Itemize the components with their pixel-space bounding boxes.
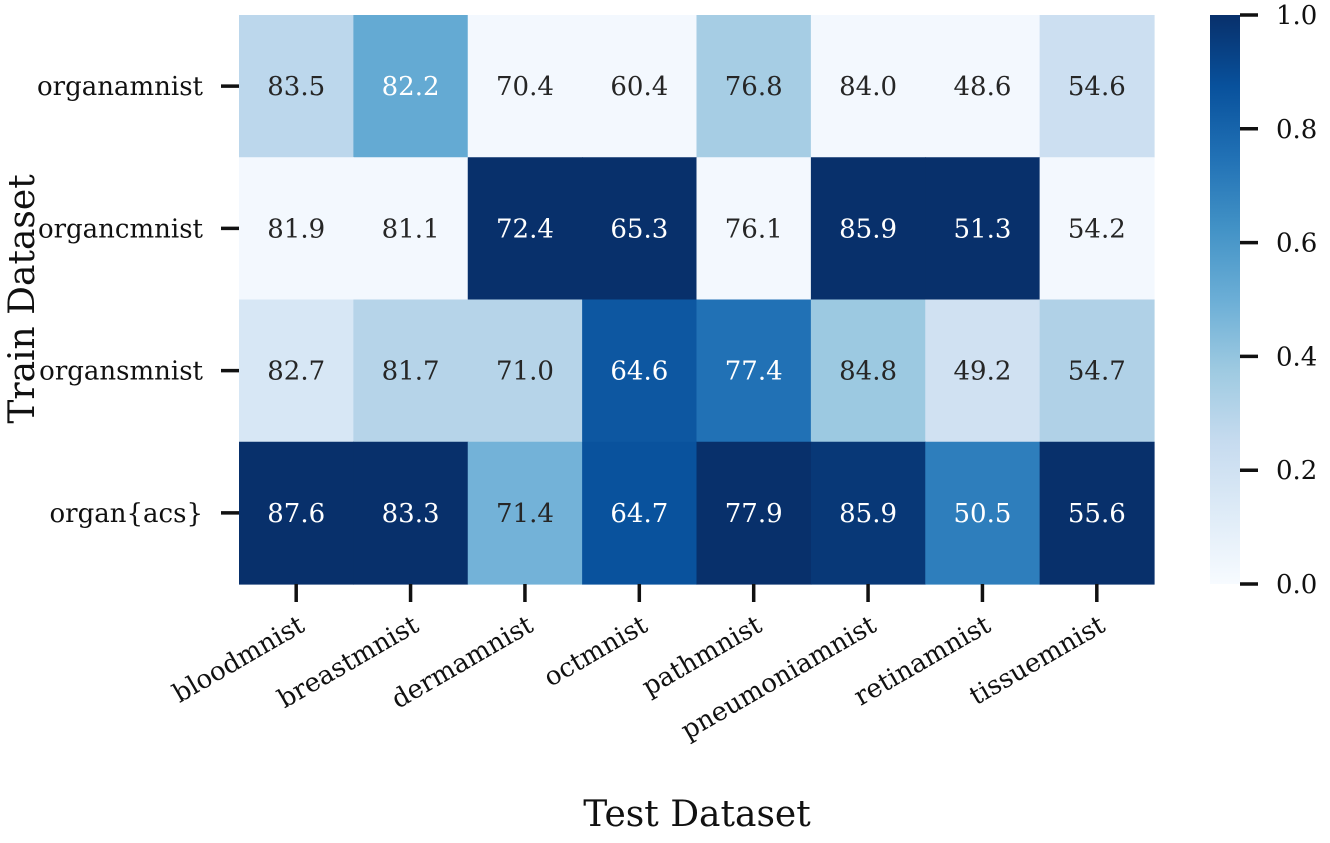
cell-value-label: 76.8 [725,72,783,102]
heatmap-cell [353,441,469,585]
heatmap-cell [239,441,354,585]
colorbar-tick-label: 1.0 [1276,1,1317,31]
y-axis-title: Train Dataset [2,174,43,424]
heatmap-cell [925,299,1041,443]
heatmap-cell [1039,299,1155,443]
colorbar-tick-label: 0.2 [1276,456,1317,486]
cell-value-label: 64.7 [610,499,668,529]
cell-value-label: 84.8 [839,357,897,387]
cell-value-label: 87.6 [267,499,325,529]
cell-value-label: 51.3 [953,214,1011,244]
cell-value-label: 76.1 [725,214,783,244]
heatmap-cell [467,157,583,301]
cell-value-label: 71.0 [496,357,554,387]
heatmap-cell [582,157,698,301]
cell-value-label: 49.2 [953,357,1011,387]
heatmap-cell [467,15,583,158]
colorbar-gradient [1210,15,1240,584]
cell-value-label: 83.3 [382,499,440,529]
heatmap-cell [810,15,926,158]
cell-value-label: 81.9 [267,214,325,244]
cell-value-label: 54.2 [1068,214,1126,244]
cell-value-label: 60.4 [610,72,668,102]
y-axis: organamnist organcmnist organsmnist organ{a… [37,72,239,529]
cell-value-label: 83.5 [267,72,325,102]
heatmap-cells [239,15,1155,585]
colorbar: 0.0 0.2 0.4 0.6 0.8 1.0 [1210,1,1317,600]
heatmap-cell [582,441,698,585]
x-tick-label: octmnist [539,610,653,693]
heatmap-cell [239,15,354,158]
heatmap-cell [810,299,926,443]
heatmap-cell [239,299,354,443]
colorbar-tick-label: 0.4 [1276,342,1317,372]
cell-value-label: 77.9 [725,499,783,529]
heatmap-cell [810,157,926,301]
heatmap-cell [810,441,926,585]
heatmap-cell [696,15,812,158]
heatmap-cell [582,15,698,158]
heatmap-cell [239,157,354,301]
cell-annotations: 83.5 82.2 70.4 60.4 76.8 84.0 48.6 54.6 81.9 81.1… [267,72,1126,529]
y-tick-label: organamnist [37,72,204,102]
cell-value-label: 85.9 [839,214,897,244]
colorbar-tick-label: 0.6 [1276,229,1317,259]
heatmap-cell [696,299,812,443]
heatmap-cell [1039,157,1155,301]
cell-value-label: 64.6 [610,357,668,387]
heatmap-cell [925,157,1041,301]
cell-value-label: 71.4 [496,499,554,529]
heatmap-cell [1039,441,1155,585]
heatmap-cell [467,441,583,585]
colorbar-tick-label: 0.8 [1276,115,1317,145]
cell-value-label: 48.6 [953,72,1011,102]
heatmap-cell [582,299,698,443]
cell-value-label: 81.7 [382,357,440,387]
cell-value-label: 55.6 [1068,499,1126,529]
cell-value-label: 72.4 [496,214,554,244]
y-tick-label: organsmnist [39,357,203,387]
cell-value-label: 82.2 [382,72,440,102]
heatmap-cell [467,299,583,443]
cell-value-label: 70.4 [496,72,554,102]
cell-value-label: 54.6 [1068,72,1126,102]
heatmap-cell [696,157,812,301]
heatmap-cell [696,441,812,585]
cell-value-label: 85.9 [839,499,897,529]
heatmap-cell [925,441,1041,585]
heatmap-cell [1039,15,1155,158]
cell-value-label: 81.1 [382,214,440,244]
x-tick-label: pneumoniamnist [676,610,882,746]
cell-value-label: 50.5 [953,499,1011,529]
heatmap-cell [353,299,469,443]
colorbar-tick-label: 0.0 [1276,570,1317,600]
heatmap-cell [925,15,1041,158]
cell-value-label: 84.0 [839,72,897,102]
cell-value-label: 77.4 [725,357,783,387]
cell-value-label: 65.3 [610,214,668,244]
cell-value-label: 82.7 [267,357,325,387]
heatmap-cell [353,15,469,158]
y-tick-label: organ{acs} [50,499,203,529]
y-tick-label: organcmnist [38,214,204,244]
x-axis-title: Test Dataset [583,794,811,835]
heatmap-cell [353,157,469,301]
cell-value-label: 54.7 [1068,357,1126,387]
